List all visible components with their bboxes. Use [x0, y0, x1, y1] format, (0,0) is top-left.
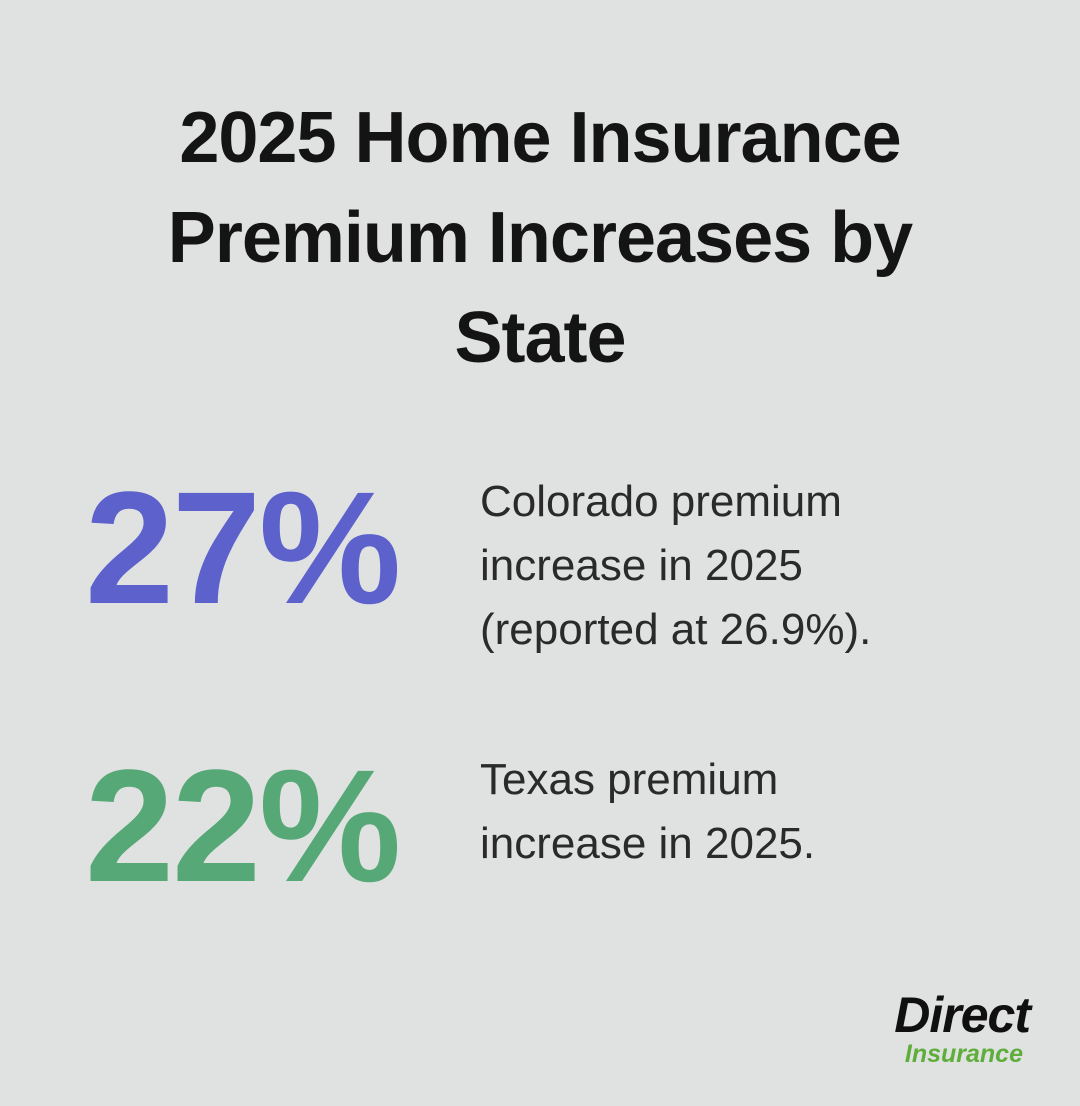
stat-value-texas: 22%	[85, 736, 401, 915]
stat-row-texas: 22% Texas premium increase in 2025.	[85, 733, 995, 906]
stat-description-colorado: Colorado premium increase in 2025 (repor…	[480, 477, 872, 654]
stat-description-texas: Texas premium increase in 2025.	[480, 755, 816, 868]
brand-logo: Direct Insurance	[894, 987, 1031, 1068]
page-title: 2025 Home Insurance Premium Increases by…	[167, 98, 913, 378]
logo-brand-text: Direct	[894, 987, 1031, 1043]
logo-tagline-text: Insurance	[904, 1040, 1023, 1068]
stat-value-colorado: 27%	[85, 458, 401, 637]
stat-row-colorado: 27% Colorado premium increase in 2025 (r…	[85, 455, 995, 662]
